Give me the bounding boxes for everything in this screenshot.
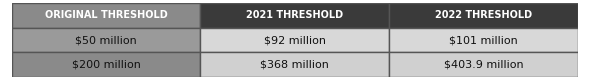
Text: $50 million: $50 million	[76, 35, 137, 45]
Bar	[201, 28, 389, 52]
Bar	[389, 3, 578, 28]
Bar	[12, 3, 201, 28]
Bar	[389, 28, 578, 52]
Bar	[12, 28, 201, 52]
Bar	[201, 3, 389, 28]
Text: $368 million: $368 million	[260, 60, 329, 70]
Text: $92 million: $92 million	[264, 35, 326, 45]
Text: $101 million: $101 million	[449, 35, 518, 45]
Bar	[12, 52, 201, 77]
Text: $200 million: $200 million	[71, 60, 140, 70]
Text: 2021 THRESHOLD: 2021 THRESHOLD	[246, 10, 343, 20]
Text: $403.9 million: $403.9 million	[444, 60, 523, 70]
Text: 2022 THRESHOLD: 2022 THRESHOLD	[435, 10, 532, 20]
Bar	[389, 52, 578, 77]
Bar	[201, 52, 389, 77]
Text: ORIGINAL THRESHOLD: ORIGINAL THRESHOLD	[45, 10, 168, 20]
